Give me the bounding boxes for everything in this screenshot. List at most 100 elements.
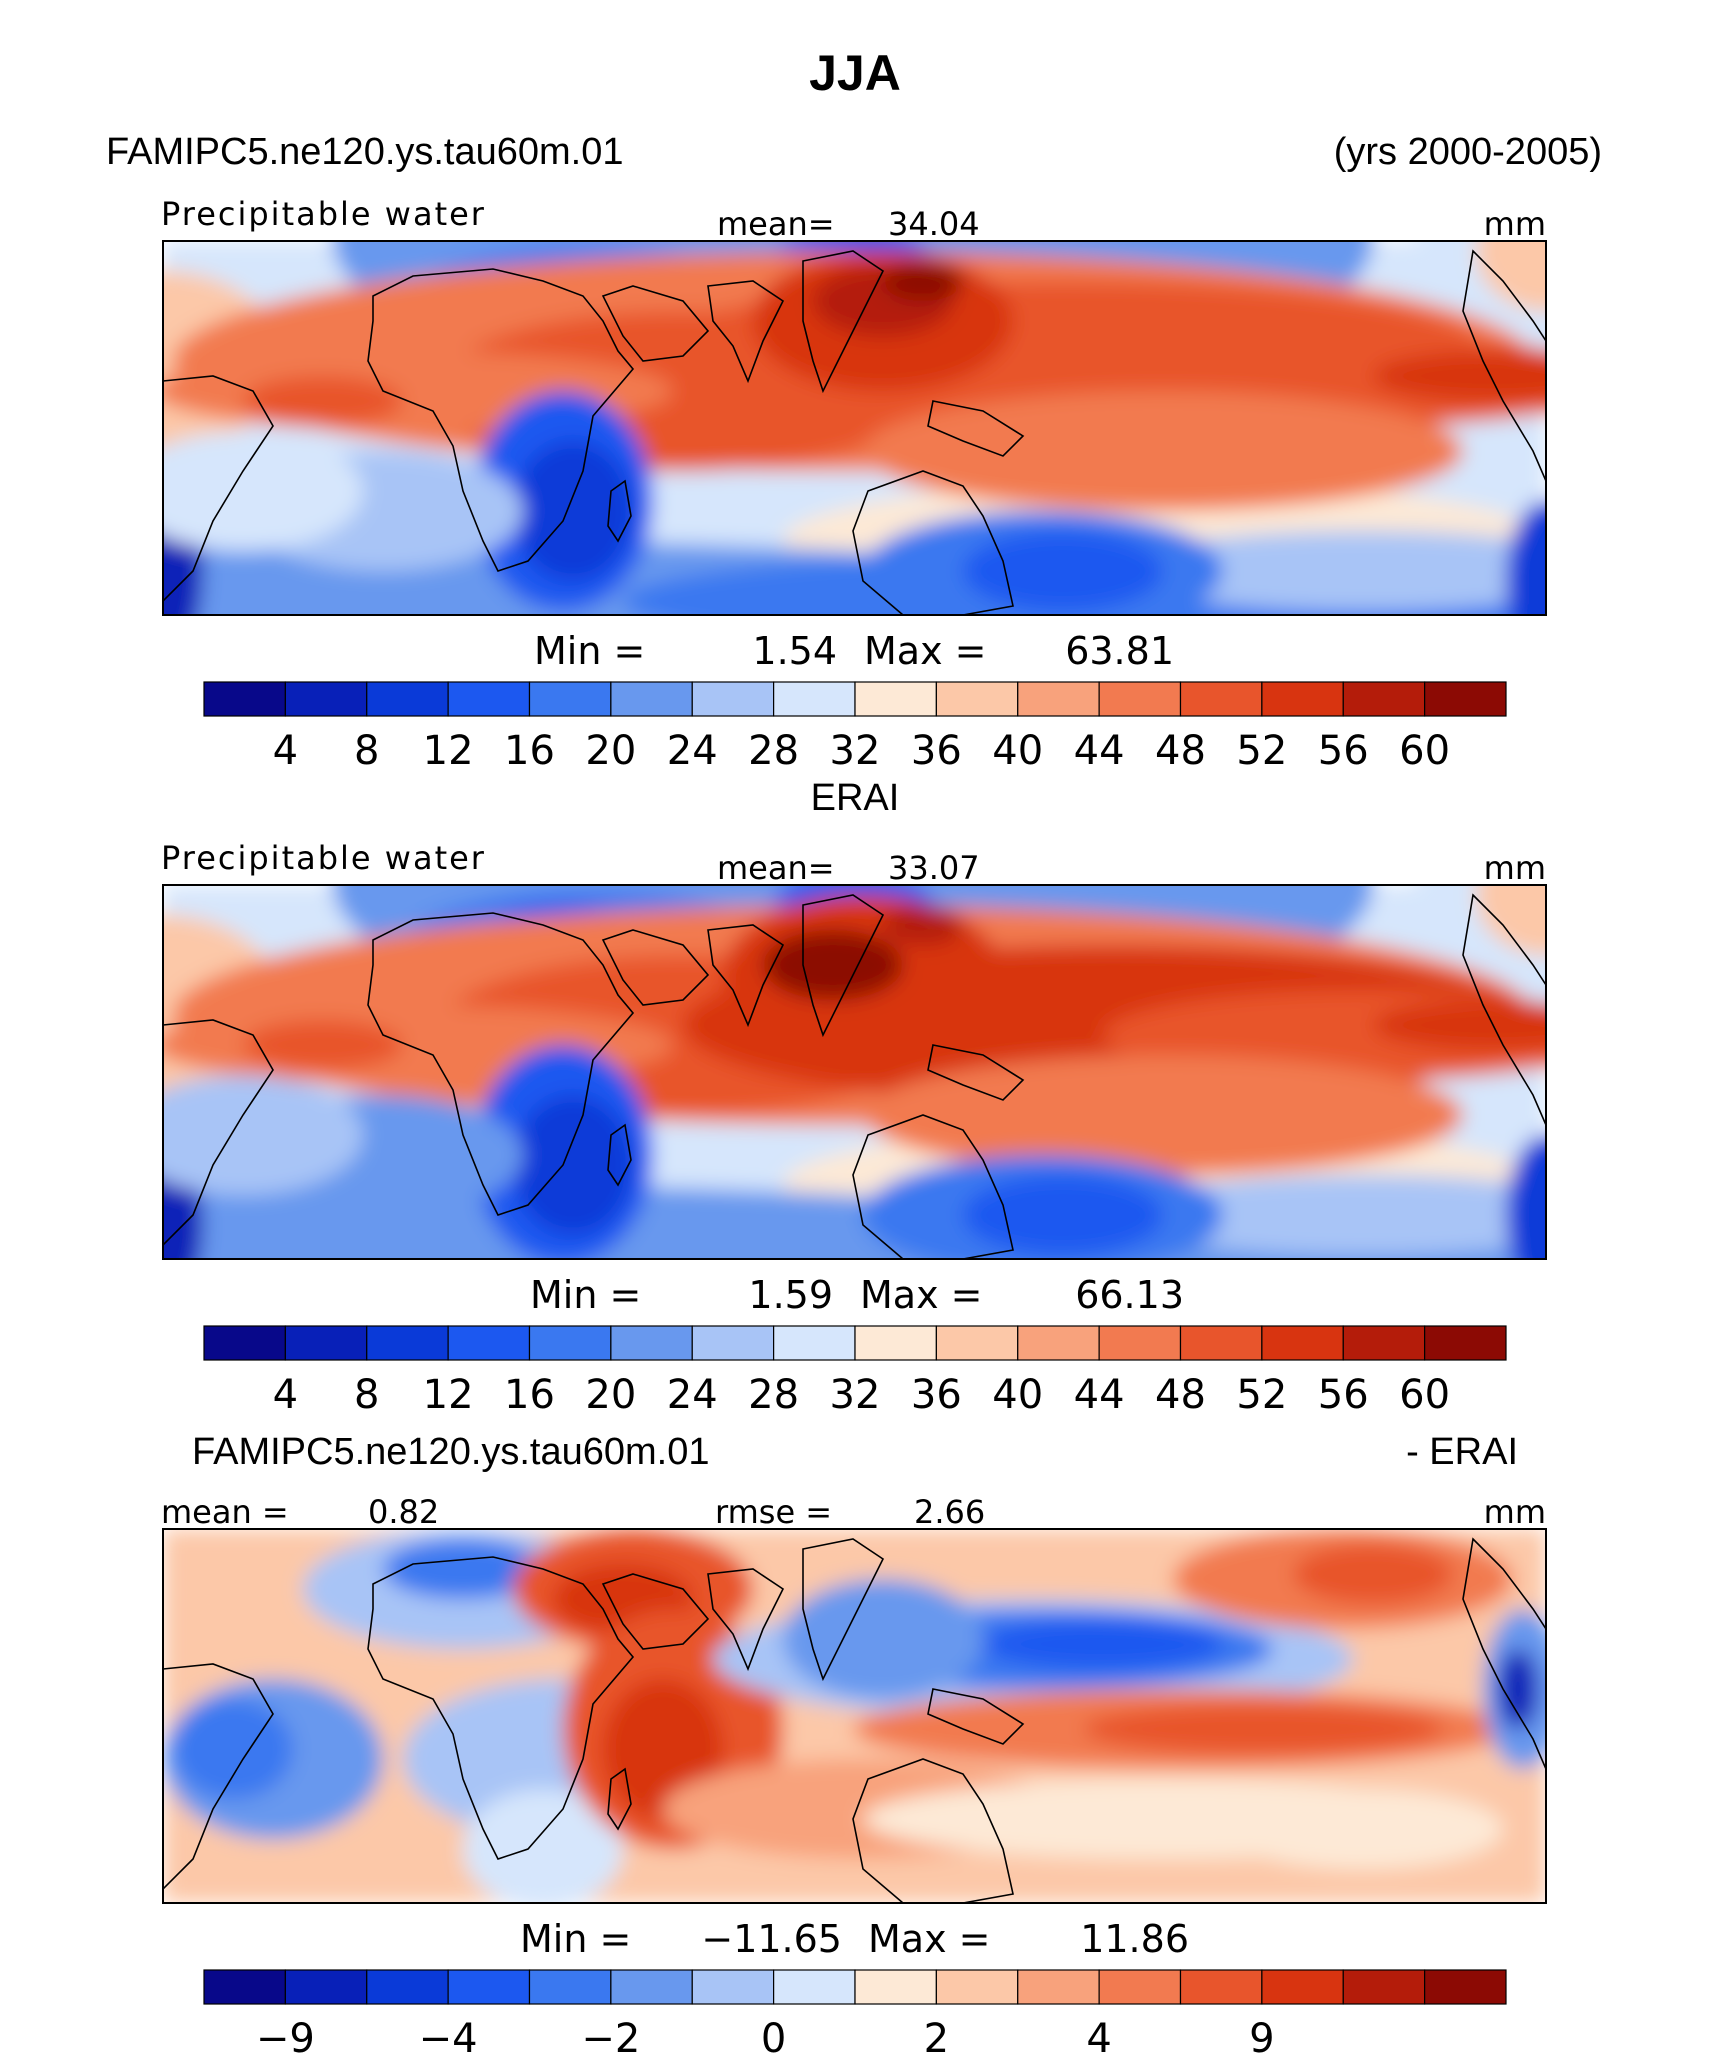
colorbar-swatch (1098, 1969, 1182, 2005)
colorbar-swatch (854, 1969, 937, 2005)
colorbar-swatch (610, 1325, 693, 1361)
field-contour-region (243, 1020, 403, 1070)
coastline-outline (802, 894, 885, 1038)
field-contour-region (1506, 1135, 1546, 1259)
colorbar-tick-label: 24 (667, 1372, 718, 1418)
mean-label: mean = (161, 1493, 289, 1531)
colorbar-tick-label: 16 (504, 728, 555, 774)
colorbar-swatch (1342, 1325, 1426, 1361)
colorbar-tick-label: 40 (992, 728, 1043, 774)
map-frame (162, 240, 1547, 616)
coastline-outline (601, 929, 710, 1006)
colorbar-tick-label: 48 (1155, 728, 1206, 774)
colorbar-swatch (1342, 1969, 1426, 2005)
colorbar-swatch (610, 681, 693, 717)
coastline-outline (367, 912, 635, 1216)
colorbar-tick-label: 40 (992, 1372, 1043, 1418)
colorbar-swatch (935, 681, 1019, 717)
field-contour-region (1506, 501, 1546, 615)
units-label: mm (1484, 849, 1546, 887)
field-contour-region (883, 905, 963, 945)
coastline-outline (607, 479, 632, 543)
field-contour-region (1373, 1000, 1546, 1050)
colorbar-swatch (1179, 681, 1263, 717)
panel-model: Precipitable water mean= 34.04 mm (161, 195, 1547, 616)
field-contour-region (863, 1055, 1463, 1175)
coastline-outline (1462, 1537, 1546, 1770)
diff-left-label: FAMIPC5.ne120.ys.tau60m.01 (192, 1431, 710, 1473)
colorbar-tick-label: 4 (1086, 2016, 1111, 2062)
coastline-outline (601, 285, 710, 362)
colorbar-swatch (203, 681, 286, 717)
max-label: Max = (868, 1917, 990, 1961)
max-value: 63.81 (1065, 629, 1174, 673)
min-label: Min = (530, 1273, 641, 1317)
coastline-outline (1462, 249, 1546, 482)
colorbar-model: Min = 1.54 Max = 63.81 4 8 12 16 20 24 28 32 36 4… (203, 629, 1507, 774)
colorbar-tick-label: 12 (423, 728, 474, 774)
field-contour-region (963, 1175, 1163, 1255)
figure-title: JJA (809, 45, 901, 101)
field-contour-region (1476, 885, 1546, 955)
map-frame (162, 884, 1547, 1260)
variable-label: Precipitable water (161, 839, 486, 877)
coastline-outline (367, 268, 635, 572)
colorbar-swatch (366, 1969, 449, 2005)
coastline-outline (927, 1688, 1025, 1745)
variable-label: Precipitable water (161, 195, 486, 233)
field-contour-region (863, 391, 1463, 511)
colorbar-tick-label: 56 (1318, 728, 1369, 774)
coastlines (163, 1537, 1546, 1903)
colorbar-swatch (447, 681, 531, 717)
colorbar-tick-label: 60 (1399, 1372, 1450, 1418)
colorbar-swatch (203, 1325, 286, 1361)
colorbar-swatch (1017, 681, 1100, 717)
colorbar-swatch (1017, 1325, 1100, 1361)
colorbar-tick-label: 20 (585, 1372, 636, 1418)
colorbar-swatch (691, 1325, 775, 1361)
coastline-outline (367, 1556, 635, 1860)
mean-value: 34.04 (888, 205, 980, 243)
colorbar-swatch (366, 681, 449, 717)
colorbar-swatch (1017, 1969, 1100, 2005)
min-value: −11.65 (701, 1917, 842, 1961)
field-contour-region (463, 1789, 623, 1903)
colorbar-tick-label: 56 (1318, 1372, 1369, 1418)
coastline-outline (601, 1573, 710, 1650)
coastline-outline (1462, 893, 1546, 1126)
field-contour-region (243, 376, 403, 426)
rmse-label: rmse = (715, 1493, 832, 1531)
colorbar-swatch (773, 1325, 856, 1361)
colorbar-tick-label: 36 (911, 728, 962, 774)
units-label: mm (1484, 1493, 1546, 1531)
colorbar-tick-label: 32 (830, 1372, 881, 1418)
field-contour-region (963, 531, 1163, 611)
diff-right-label: - ERAI (1406, 1431, 1518, 1473)
field-contour-region (983, 1619, 1223, 1669)
colorbar-swatch (1261, 1325, 1344, 1361)
colorbar-obs: Min = 1.59 Max = 66.13 4 8 12 16 20 24 28 32 36 4… (203, 1273, 1507, 1418)
max-value: 66.13 (1075, 1273, 1184, 1317)
colorbar-tick-label: 0 (761, 2016, 786, 2062)
min-value: 1.59 (748, 1273, 833, 1317)
field-contour-region (383, 1539, 543, 1599)
colorbar-swatch (284, 681, 368, 717)
mean-label: mean= (717, 205, 835, 243)
colorbar-swatch (1179, 1969, 1263, 2005)
field-contour-region (1223, 1789, 1503, 1869)
coastline-outline (802, 1538, 885, 1682)
field-contour-region (1373, 351, 1546, 401)
colorbar-swatch (1098, 1325, 1182, 1361)
colorbar-swatch (1179, 1325, 1263, 1361)
colorbar-tick-label: 8 (354, 1372, 379, 1418)
colorbar-tick-label: 52 (1236, 1372, 1287, 1418)
colorbar-tick-label: 28 (748, 728, 799, 774)
colorbar-swatch (854, 1325, 937, 1361)
min-label: Min = (534, 629, 645, 673)
field-contour-region (1293, 1544, 1453, 1604)
coastline-outline (802, 250, 885, 394)
colorbar-swatch (691, 1969, 775, 2005)
min-label: Min = (520, 1917, 631, 1961)
map-field (163, 1529, 1546, 1903)
coastline-outline (607, 1767, 632, 1831)
